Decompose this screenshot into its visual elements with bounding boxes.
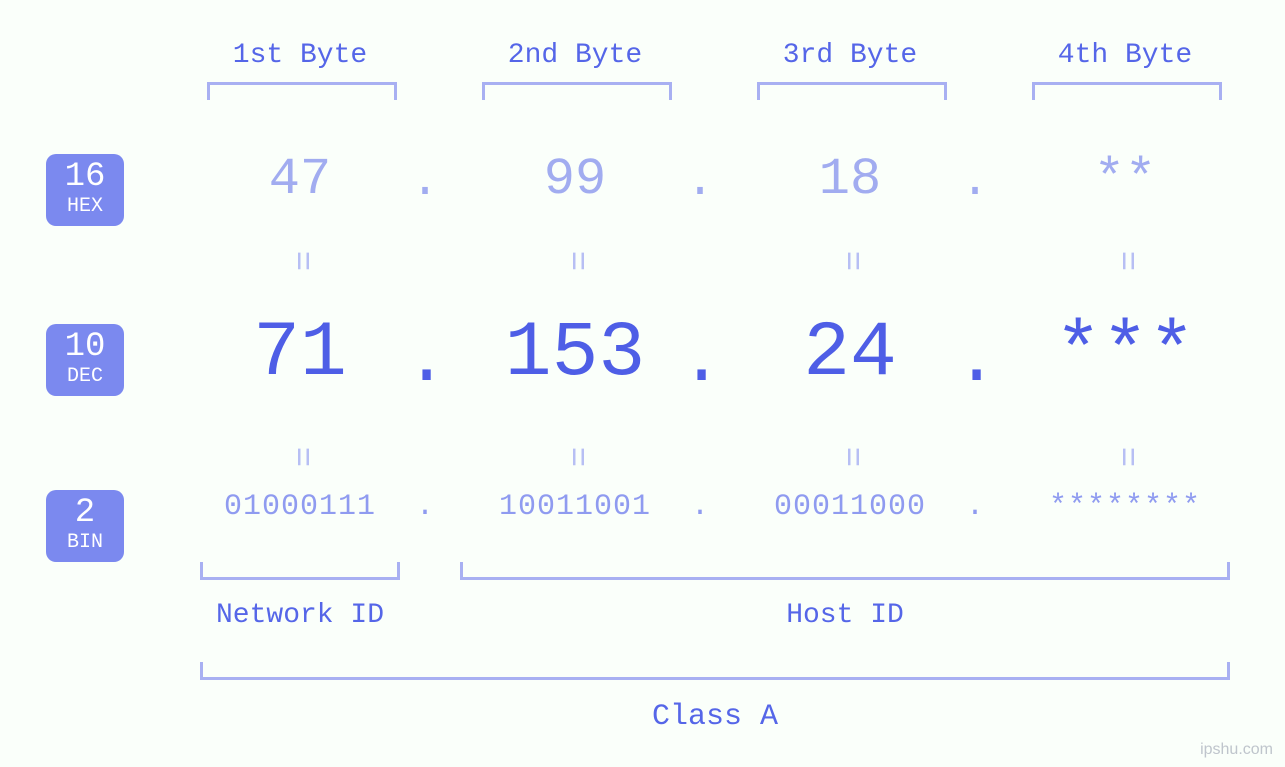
dec-dot-1: .	[405, 320, 445, 402]
bin-byte-1: 01000111	[175, 490, 425, 524]
base-num-hex: 16	[46, 160, 124, 194]
byte-header-1: 1st Byte	[175, 40, 425, 71]
base-label-bin: BIN	[46, 532, 124, 554]
byte-header-4: 4th Byte	[1000, 40, 1250, 71]
bin-dot-3: .	[955, 490, 995, 524]
bracket-byte-1	[207, 82, 397, 100]
base-badge-hex: 16 HEX	[46, 154, 124, 226]
base-badge-bin: 2 BIN	[46, 490, 124, 562]
equals-icon: =	[556, 332, 594, 582]
equals-icon: =	[1106, 332, 1144, 582]
hex-dot-1: .	[405, 155, 445, 209]
dec-dot-2: .	[680, 320, 720, 402]
watermark-text: ipshu.com	[1200, 741, 1273, 759]
class-label: Class A	[200, 700, 1230, 734]
bin-dot-2: .	[680, 490, 720, 524]
base-num-bin: 2	[46, 496, 124, 530]
hex-dot-2: .	[680, 155, 720, 209]
base-badge-dec: 10 DEC	[46, 324, 124, 396]
equals-icon: =	[281, 332, 319, 582]
bin-byte-4: ********	[1000, 490, 1250, 524]
bracket-host-id	[460, 562, 1230, 580]
base-label-dec: DEC	[46, 366, 124, 388]
equals-icon: =	[831, 332, 869, 582]
byte-header-3: 3rd Byte	[725, 40, 975, 71]
bin-byte-2: 10011001	[450, 490, 700, 524]
hex-dot-3: .	[955, 155, 995, 209]
host-id-label: Host ID	[460, 600, 1230, 631]
bin-byte-3: 00011000	[725, 490, 975, 524]
bracket-network-id	[200, 562, 400, 580]
bracket-byte-4	[1032, 82, 1222, 100]
network-id-label: Network ID	[175, 600, 425, 631]
dec-dot-3: .	[955, 320, 995, 402]
bracket-class	[200, 662, 1230, 680]
base-label-hex: HEX	[46, 196, 124, 218]
bin-dot-1: .	[405, 490, 445, 524]
base-num-dec: 10	[46, 330, 124, 364]
bracket-byte-3	[757, 82, 947, 100]
byte-header-2: 2nd Byte	[450, 40, 700, 71]
ip-breakdown-diagram: 1st Byte 2nd Byte 3rd Byte 4th Byte 16 H…	[0, 0, 1285, 767]
bracket-byte-2	[482, 82, 672, 100]
